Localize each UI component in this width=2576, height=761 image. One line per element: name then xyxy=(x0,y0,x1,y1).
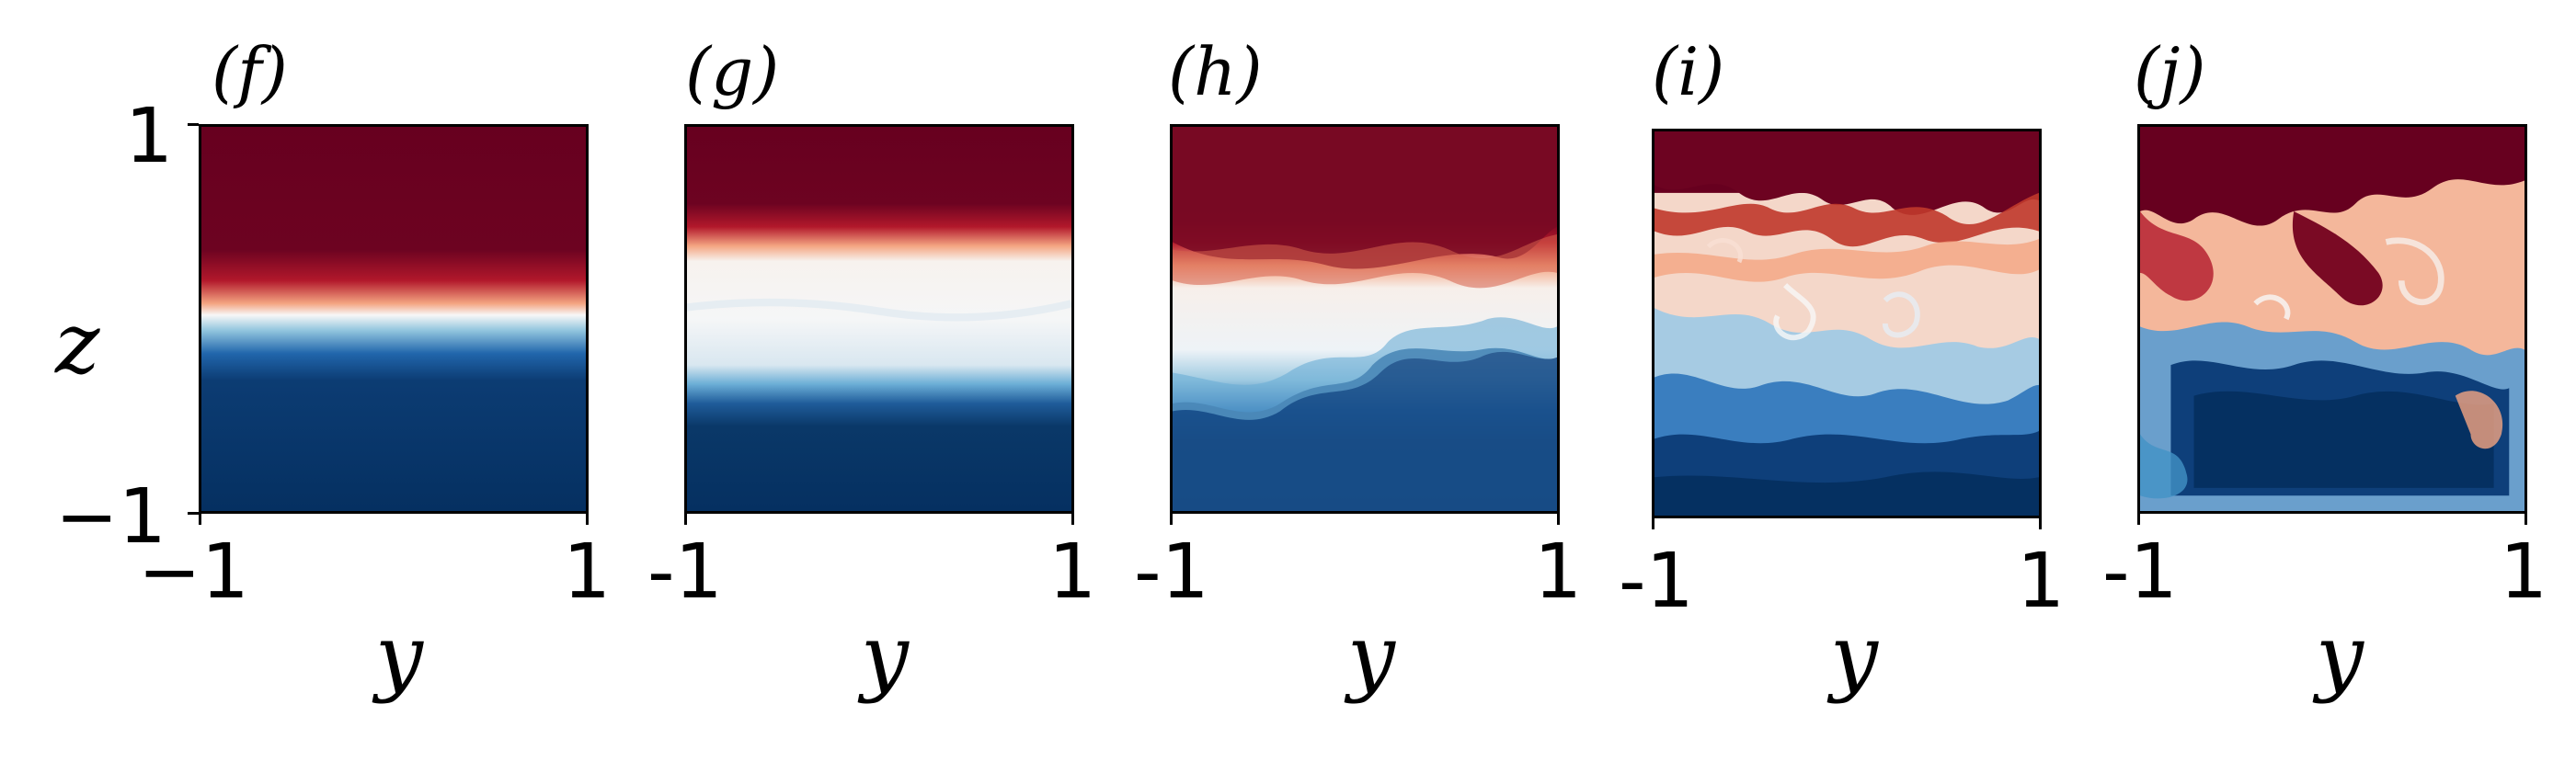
tick-mark xyxy=(684,514,687,525)
x-axis-label: y xyxy=(861,607,909,705)
panel-label: (g) xyxy=(685,33,780,110)
x-tick-min: −1 xyxy=(138,528,249,616)
field-image-i xyxy=(1652,129,2042,518)
y-axis-label: z xyxy=(55,294,100,392)
tick-mark xyxy=(1557,514,1560,525)
tick-mark xyxy=(1652,518,1654,529)
y-tick-min: −1 xyxy=(55,473,166,561)
y-tick-max: 1 xyxy=(125,93,174,180)
x-axis-label: y xyxy=(375,607,423,705)
x-axis-label: y xyxy=(1830,607,1878,705)
x-tick-max: 1 xyxy=(1534,528,1583,616)
x-tick-min: -1 xyxy=(647,528,723,616)
tick-mark xyxy=(1170,514,1173,525)
x-tick-min: -1 xyxy=(1619,538,1694,625)
panel-label: (j) xyxy=(2134,33,2206,110)
panel-label: (i) xyxy=(1652,33,1725,110)
x-axis-label: y xyxy=(1347,607,1395,705)
x-tick-min: -1 xyxy=(1134,528,1209,616)
tick-mark xyxy=(199,514,201,525)
tick-mark xyxy=(2039,518,2042,529)
x-tick-max: 1 xyxy=(1048,528,1097,616)
x-tick-min: -1 xyxy=(2102,528,2178,616)
tick-mark xyxy=(188,512,199,515)
tick-mark xyxy=(2524,514,2527,525)
field-image-h xyxy=(1170,124,1560,514)
panel-label: (h) xyxy=(1168,33,1263,110)
field-image-j xyxy=(2137,124,2527,514)
x-tick-max: 1 xyxy=(2017,538,2066,625)
x-axis-label: y xyxy=(2316,607,2364,705)
field-image-g xyxy=(684,124,1074,514)
tick-mark xyxy=(586,514,589,525)
tick-mark xyxy=(188,123,199,126)
tick-mark xyxy=(2137,514,2140,525)
panel-label: (f) xyxy=(212,33,288,110)
x-tick-max: 1 xyxy=(563,528,612,616)
field-image-f xyxy=(199,124,589,514)
tick-mark xyxy=(1071,514,1074,525)
x-tick-max: 1 xyxy=(2500,528,2548,616)
